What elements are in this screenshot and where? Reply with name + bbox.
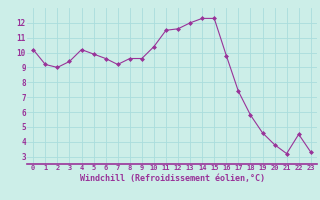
X-axis label: Windchill (Refroidissement éolien,°C): Windchill (Refroidissement éolien,°C) <box>79 174 265 183</box>
